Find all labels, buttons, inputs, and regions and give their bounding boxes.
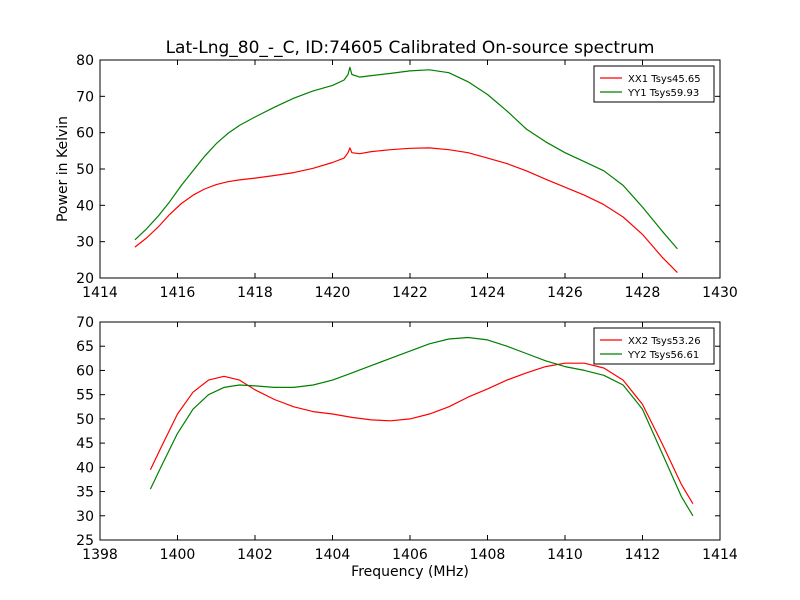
x-axis-label: Frequency (MHz) xyxy=(351,564,469,580)
y-tick-label: 60 xyxy=(76,363,94,379)
y-tick-label: 45 xyxy=(76,436,94,452)
x-tick-label: 1426 xyxy=(547,285,583,301)
y-axis-label: Power in Kelvin xyxy=(55,116,71,222)
series-line-1-2 xyxy=(134,66,678,250)
y-tick-label: 30 xyxy=(76,235,94,251)
y-tick-label: 80 xyxy=(76,53,94,69)
x-tick-label: 1418 xyxy=(237,285,273,301)
x-tick-label: 1398 xyxy=(82,547,118,563)
legend: XX1 Tsys45.65 YY1 Tsys59.93 xyxy=(593,65,715,103)
x-tick-label: 1422 xyxy=(392,285,428,301)
y-tick-label: 40 xyxy=(76,460,94,476)
y-tick-label: 60 xyxy=(76,126,94,142)
y-tick-label: 40 xyxy=(76,198,94,214)
y-tick-label: 65 xyxy=(76,339,94,355)
legend-entry-1: XX2 Tsys53.26 xyxy=(628,336,701,347)
y-tick-label: 50 xyxy=(76,412,94,428)
x-tick-label: 1428 xyxy=(625,285,661,301)
x-tick-label: 1424 xyxy=(470,285,506,301)
y-tick-label: 25 xyxy=(76,533,94,549)
legend-box xyxy=(593,65,715,103)
legend: XX2 Tsys53.26 YY2 Tsys56.61 xyxy=(593,327,715,365)
x-tick-label: 1408 xyxy=(470,547,506,563)
y-tick-label: 20 xyxy=(76,271,94,287)
legend-entry-2: YY1 Tsys59.93 xyxy=(627,88,699,99)
y-tick-label: 70 xyxy=(76,89,94,105)
legend-box xyxy=(593,327,715,365)
x-tick-label: 1414 xyxy=(82,285,118,301)
series-line-2-1 xyxy=(149,362,694,505)
x-tick-label: 1402 xyxy=(237,547,273,563)
x-tick-label: 1406 xyxy=(392,547,428,563)
top-spectrum-panel: 1414 1416 1418 1420 1422 1424 1426 1428 1430 20 30… xyxy=(55,53,738,301)
x-tick-label: 1404 xyxy=(315,547,351,563)
bottom-spectrum-panel: 1398 1400 1402 1404 1406 1408 1410 1412 1414 25 30… xyxy=(76,315,738,580)
figure-title: Lat-Lng_80_-_C, ID:74605 Calibrated On-s… xyxy=(166,38,655,58)
series-line-1-1 xyxy=(134,147,678,274)
legend-entry-1: XX1 Tsys45.65 xyxy=(628,74,701,85)
y-tick-label: 70 xyxy=(76,315,94,331)
x-tick-label: 1412 xyxy=(625,547,661,563)
x-tick-label: 1420 xyxy=(315,285,351,301)
x-tick-label: 1410 xyxy=(547,547,583,563)
y-tick-label: 30 xyxy=(76,509,94,525)
series-line-2-2 xyxy=(149,336,694,517)
y-tick-label: 55 xyxy=(76,388,94,404)
y-tick-label: 50 xyxy=(76,162,94,178)
x-tick-label: 1414 xyxy=(702,547,738,563)
x-tick-label: 1400 xyxy=(160,547,196,563)
x-tick-label: 1430 xyxy=(702,285,738,301)
y-tick-label: 35 xyxy=(76,485,94,501)
legend-entry-2: YY2 Tsys56.61 xyxy=(627,350,699,361)
x-tick-label: 1416 xyxy=(160,285,196,301)
